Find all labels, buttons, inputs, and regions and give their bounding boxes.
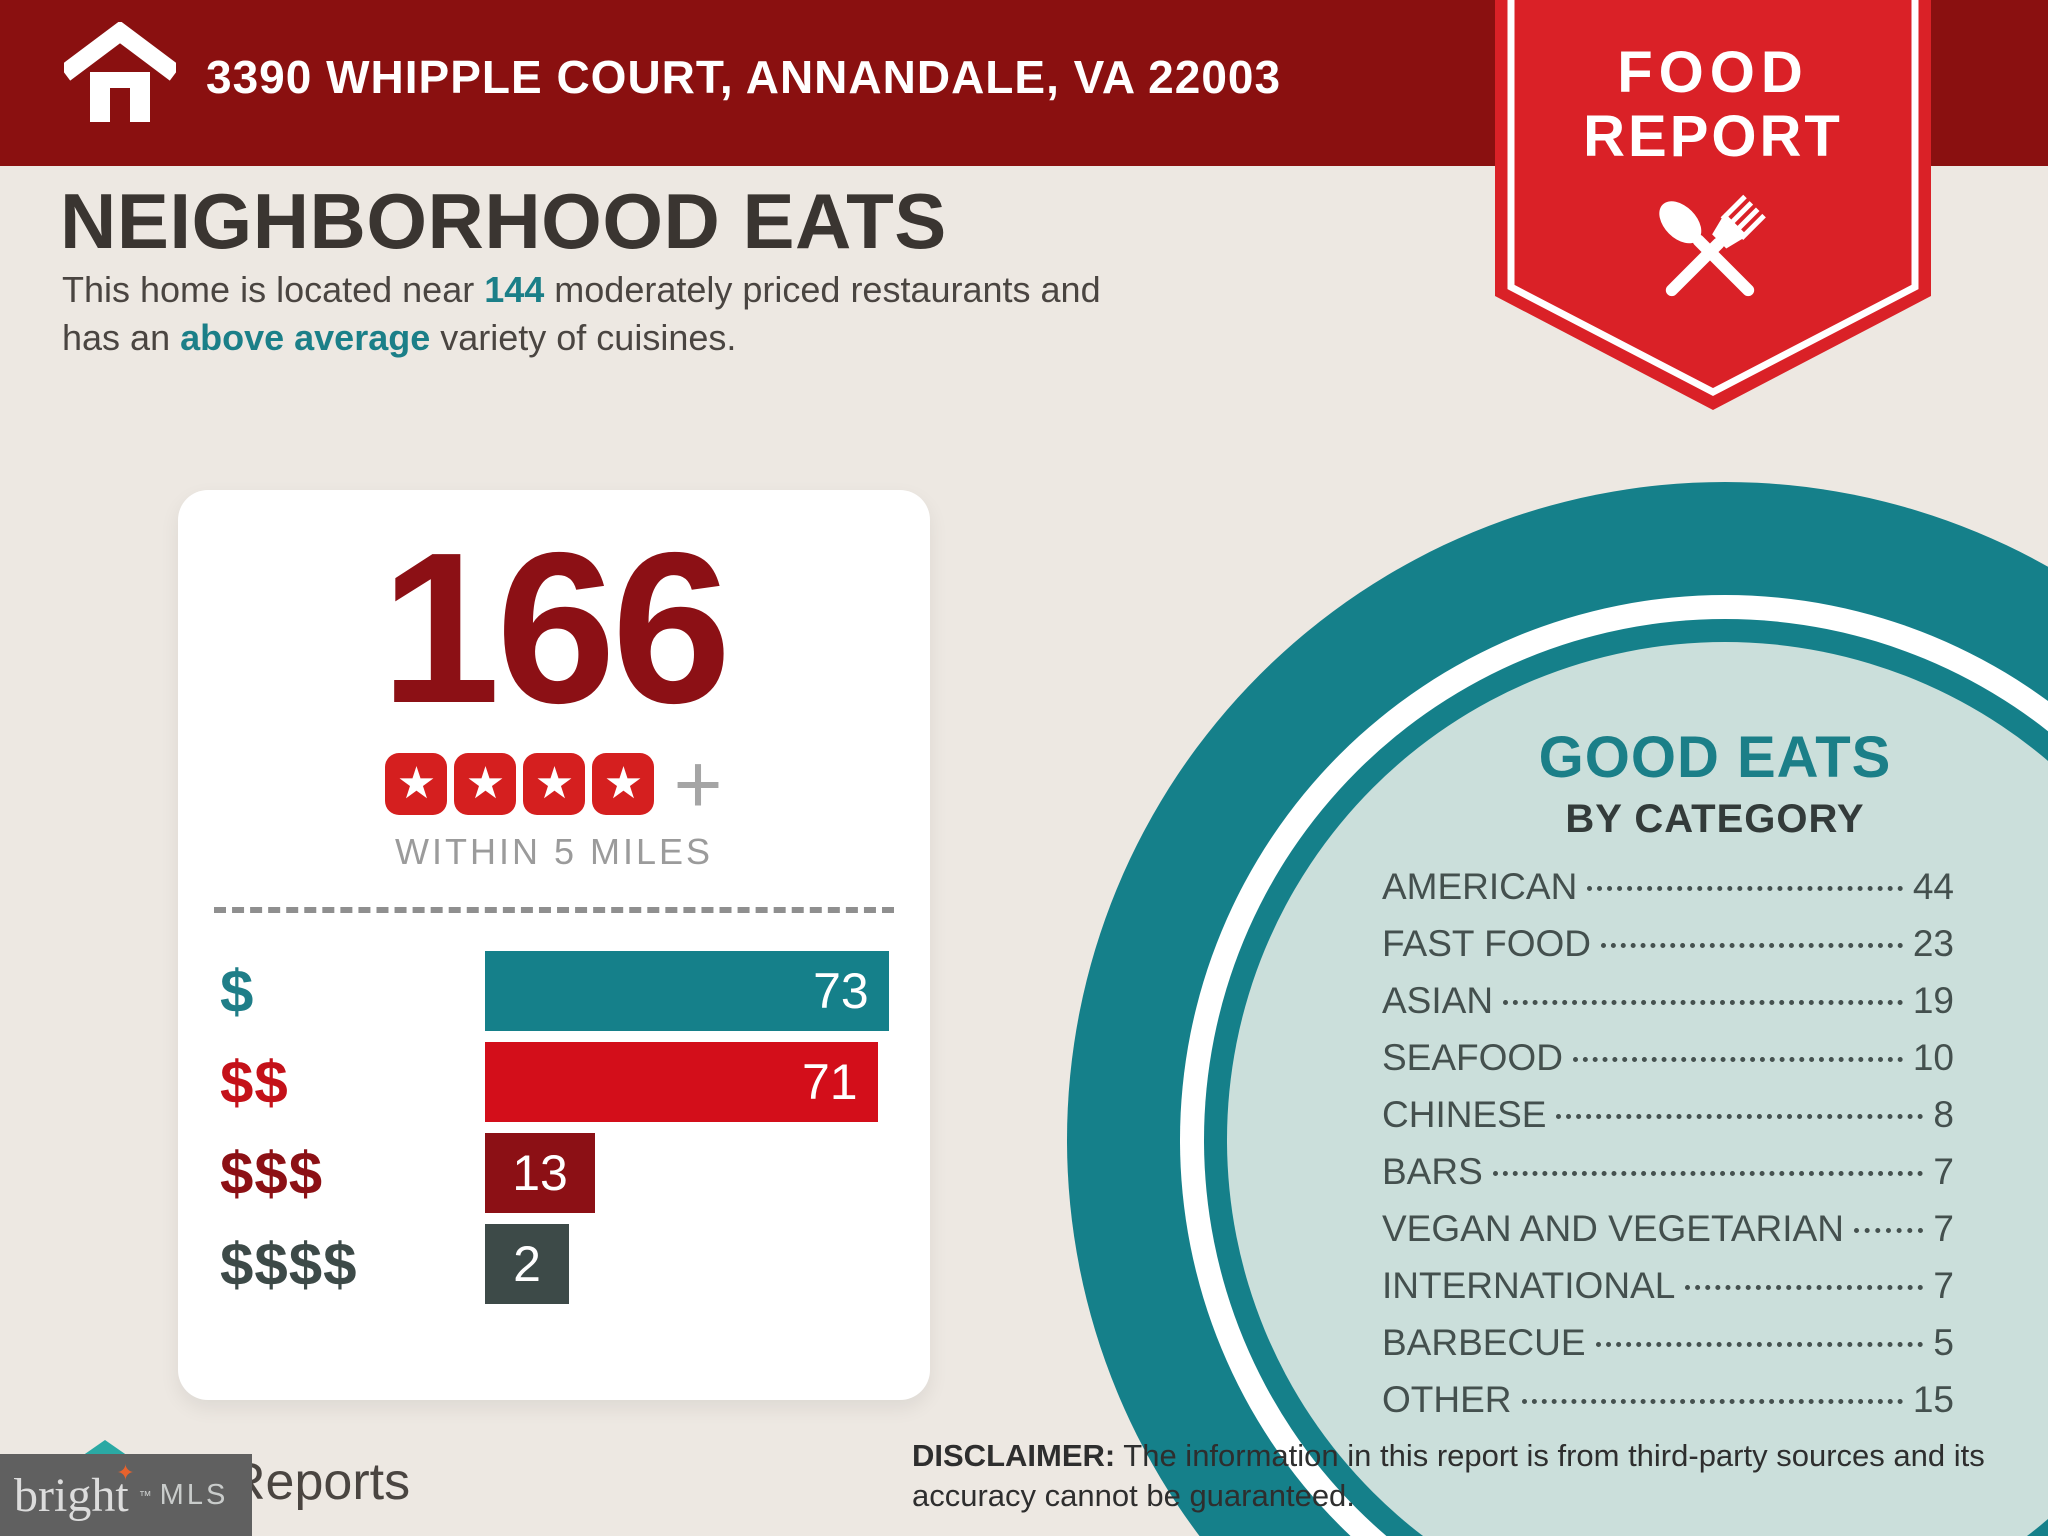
radius-label: WITHIN 5 MILES: [394, 831, 714, 872]
star-icon: ★: [523, 753, 586, 815]
price-tier-value: 13: [512, 1145, 568, 1201]
property-address: 3390 WHIPPLE COURT, ANNANDALE, VA 22003: [206, 51, 1282, 103]
category-label: BARS: [1382, 1151, 1483, 1192]
category-value: 44: [1912, 866, 1954, 907]
price-tier-bar: 73: [485, 951, 889, 1031]
category-list: AMERICAN 44 FAST FOOD 23 ASIAN 19 SEAFOOD 10 CHI…: [1382, 866, 1954, 1436]
intro-start: This home is located near: [62, 269, 485, 310]
category-label: FAST FOOD: [1382, 923, 1592, 964]
category-label: OTHER: [1382, 1379, 1512, 1420]
dotted-leader: [1521, 1399, 1903, 1404]
star-icon: ★: [592, 753, 655, 815]
dotted-leader: [1595, 1342, 1924, 1347]
category-label: BARBECUE: [1382, 1322, 1586, 1363]
price-tier-row: $$$ 13: [178, 1133, 930, 1213]
price-tier-label: $$$$: [220, 1230, 358, 1298]
category-label: SEAFOOD: [1382, 1037, 1563, 1078]
dotted-leader: [1503, 1000, 1903, 1005]
home-icon: [64, 22, 176, 122]
category-value: 10: [1912, 1037, 1954, 1078]
plus-icon: +: [673, 737, 723, 831]
price-tier-label: $$: [220, 1048, 289, 1116]
variety-highlight: above average: [180, 316, 431, 358]
category-label: INTERNATIONAL: [1382, 1265, 1676, 1306]
dotted-leader: [1587, 886, 1903, 891]
category-value: 7: [1933, 1151, 1954, 1192]
category-row: CHINESE 8: [1382, 1094, 1954, 1151]
category-value: 23: [1912, 923, 1954, 964]
disclaimer-line1: The information in this report is from t…: [1115, 1438, 1985, 1473]
price-tier-chart: $73 $$ 71 $$$ 13 $$$$ 2: [178, 951, 930, 1304]
category-row: OTHER 15: [1382, 1379, 1954, 1436]
category-row: AMERICAN 44: [1382, 866, 1954, 923]
disclaimer: DISCLAIMER: The information in this repo…: [912, 1436, 2002, 1515]
category-value: 19: [1912, 980, 1954, 1021]
price-tier-row: $$ 71: [178, 1042, 930, 1122]
category-row: ASIAN 19: [1382, 980, 1954, 1037]
price-tier-label: $$$: [220, 1139, 324, 1207]
dotted-leader: [1492, 1171, 1924, 1176]
price-tier-value: 73: [813, 963, 869, 1019]
summary-card: 166 ★ ★ ★ ★ + WITHIN 5 MILES $73 $$ 71 $$$ 13 $$$…: [178, 490, 930, 1400]
good-eats-subtitle: BY CATEGORY: [1565, 797, 1865, 841]
page-title: NEIGHBORHOOD EATS: [60, 177, 947, 265]
brightmls-brand: bright ✦: [14, 1459, 135, 1522]
price-tier-bar: 13: [485, 1133, 595, 1213]
category-row: BARBECUE 5: [1382, 1322, 1954, 1379]
category-label: VEGAN AND VEGETARIAN: [1382, 1208, 1844, 1249]
dashed-divider: [214, 907, 894, 913]
star-rating: ★ ★ ★ ★ +: [178, 737, 930, 831]
category-row: SEAFOOD 10: [1382, 1037, 1954, 1094]
price-tier-label: $: [220, 957, 255, 1025]
dotted-leader: [1685, 1285, 1924, 1290]
intro-end: variety of cuisines.: [430, 316, 737, 358]
restaurant-count: 144: [484, 269, 545, 310]
dotted-leader: [1556, 1114, 1924, 1119]
good-eats-title: GOOD EATS: [1538, 725, 1892, 790]
star-icon: ★: [385, 753, 448, 815]
category-label: AMERICAN: [1382, 866, 1578, 907]
price-tier-row: $73: [178, 951, 930, 1031]
reports-logo-roof-icon: [82, 1440, 128, 1456]
price-tier-bar: 71: [485, 1042, 878, 1122]
category-value: 15: [1912, 1379, 1954, 1420]
brightmls-watermark: bright ✦ ™ MLS: [0, 1454, 252, 1536]
intro-sentence: This home is located near 144 moderately…: [62, 266, 1142, 361]
category-label: CHINESE: [1382, 1094, 1547, 1135]
price-tier-value: 71: [802, 1054, 858, 1110]
category-row: BARS 7: [1382, 1151, 1954, 1208]
good-eats-header: GOOD EATS BY CATEGORY: [1395, 724, 2035, 842]
category-label: ASIAN: [1382, 980, 1494, 1021]
dotted-leader: [1572, 1057, 1903, 1062]
category-value: 7: [1933, 1208, 1954, 1249]
category-value: 5: [1933, 1322, 1954, 1363]
restaurant-total: 166: [380, 507, 732, 748]
category-value: 8: [1933, 1094, 1954, 1135]
star-icon: ★: [454, 753, 517, 815]
trademark-symbol: ™: [138, 1487, 152, 1503]
food-report-badge: FOOD REPORT: [1495, 0, 1931, 410]
price-tier-value: 2: [513, 1236, 541, 1292]
price-tier-bar: 2: [485, 1224, 569, 1304]
brightmls-star-icon: ✦: [116, 1459, 135, 1485]
disclaimer-label: DISCLAIMER:: [912, 1438, 1116, 1473]
reports-logo-text: Reports: [228, 1453, 411, 1511]
category-row: INTERNATIONAL 7: [1382, 1265, 1954, 1322]
badge-line1: FOOD: [1617, 40, 1809, 105]
intro-mid: moderately priced restaurants and has an: [62, 269, 1101, 358]
dotted-leader: [1853, 1228, 1924, 1233]
price-tier-row: $$$$ 2: [178, 1224, 930, 1304]
dotted-leader: [1601, 943, 1903, 948]
disclaimer-line2: accuracy cannot be guaranteed.: [912, 1477, 1355, 1513]
badge-line2: REPORT: [1583, 104, 1843, 169]
brightmls-mls: MLS: [159, 1478, 229, 1511]
category-value: 7: [1933, 1265, 1954, 1306]
category-row: FAST FOOD 23: [1382, 923, 1954, 980]
category-row: VEGAN AND VEGETARIAN 7: [1382, 1208, 1954, 1265]
spoon-fork-icon: [1659, 194, 1766, 297]
